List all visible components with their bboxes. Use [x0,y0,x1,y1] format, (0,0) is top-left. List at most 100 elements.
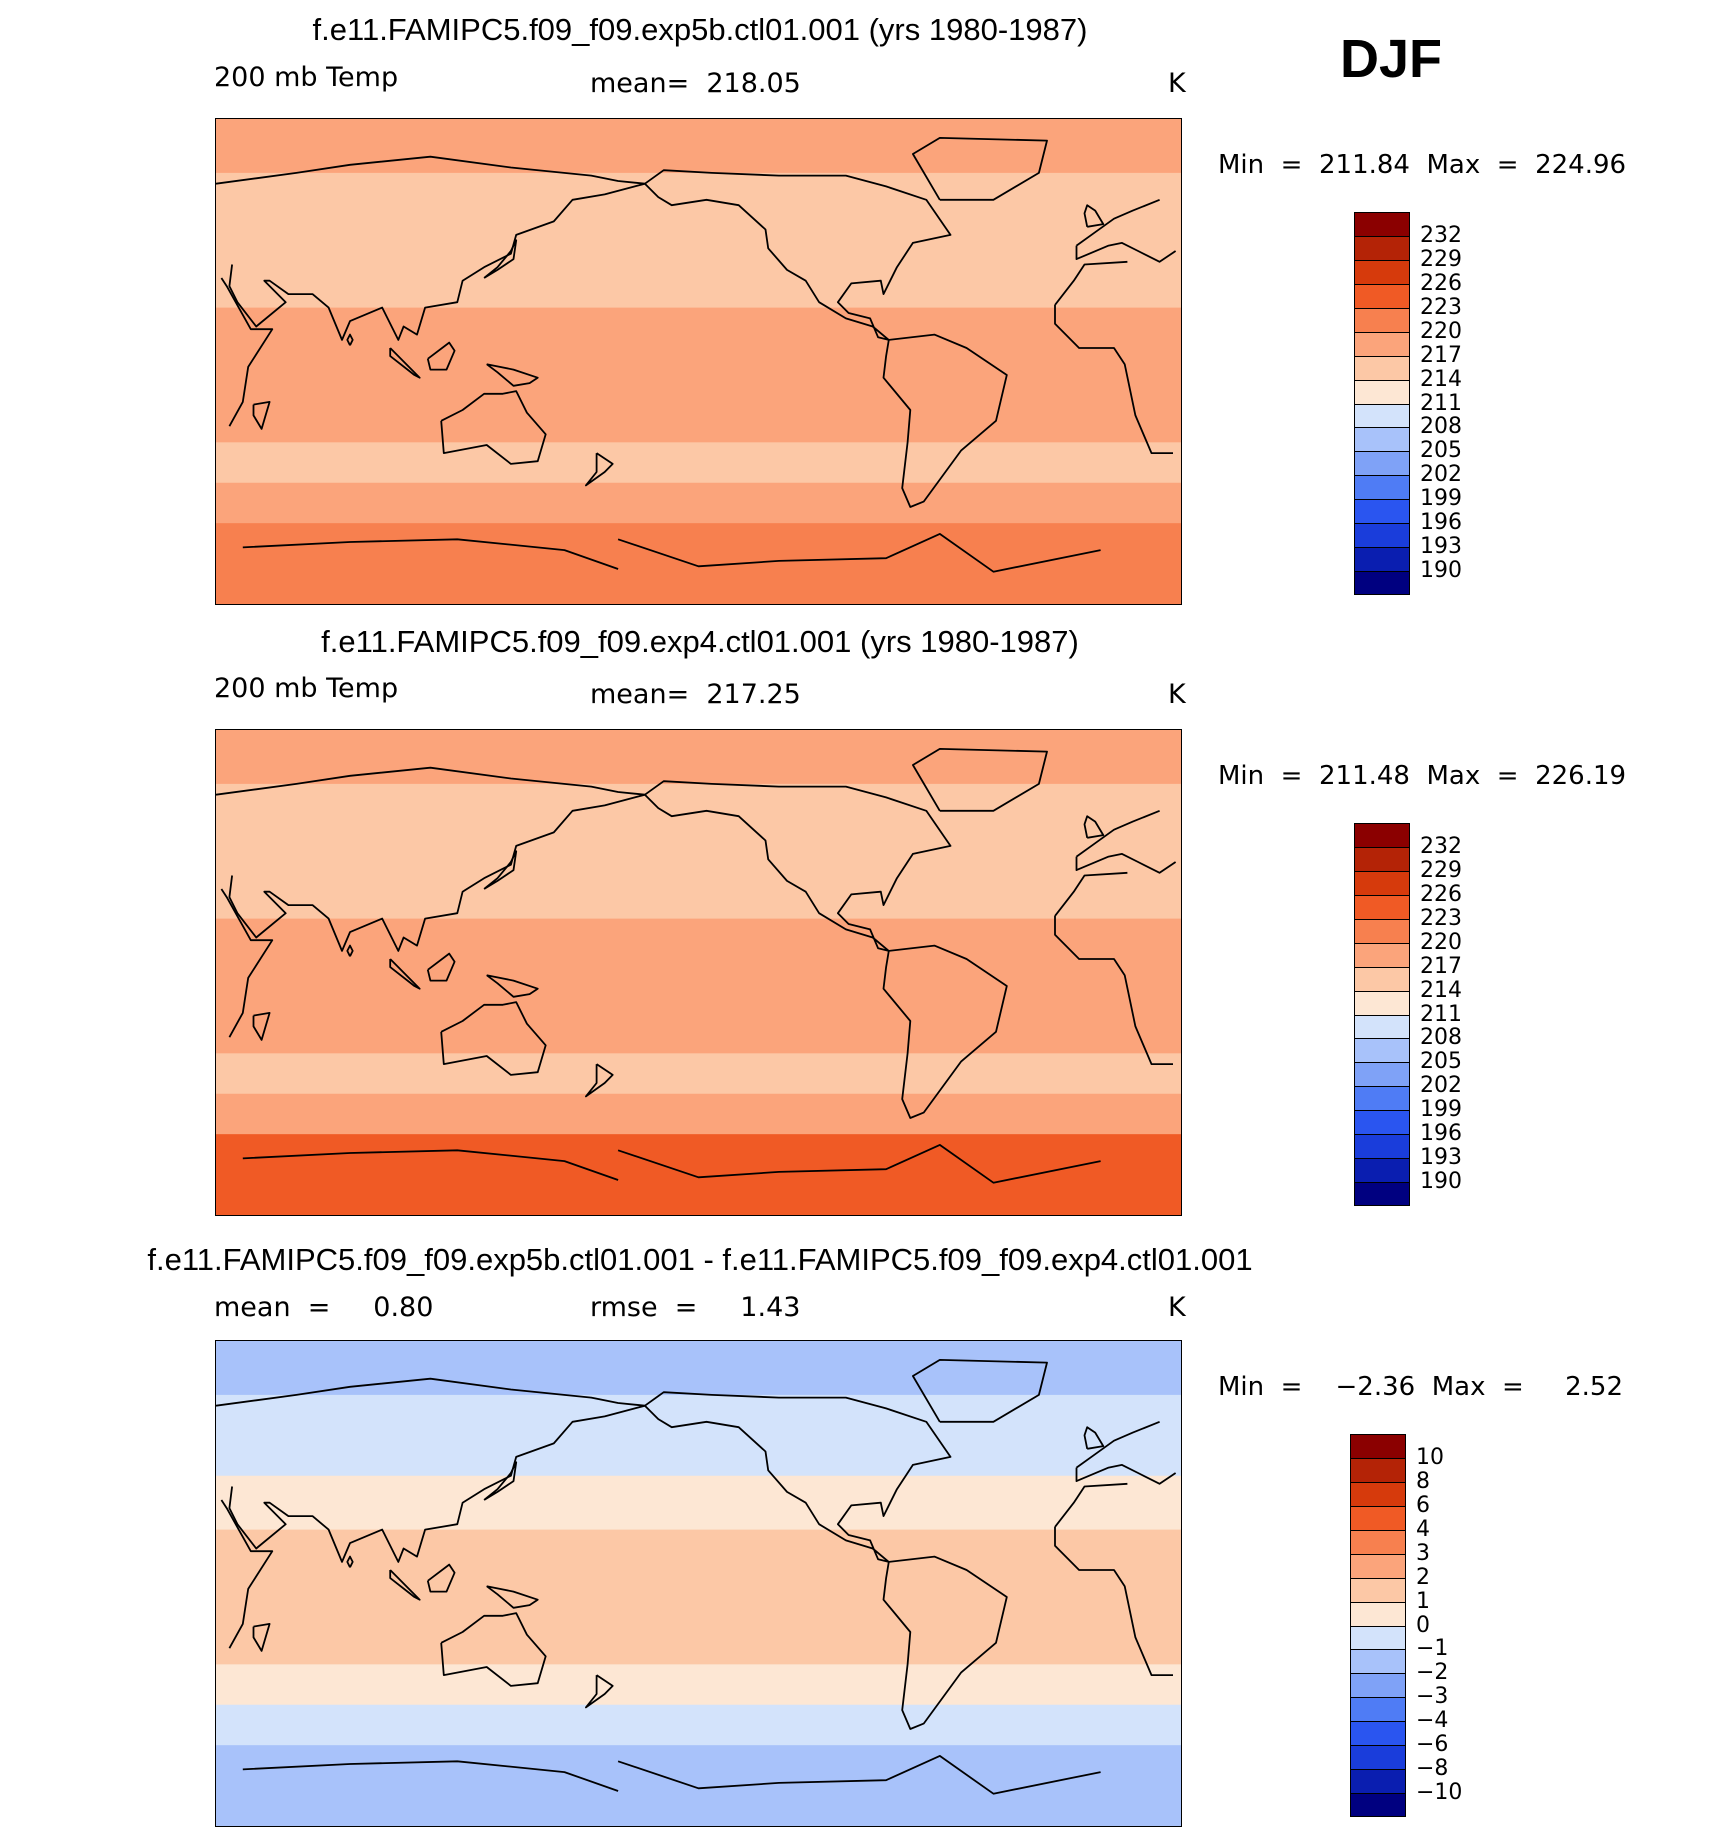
panel-3-rmse-label: rmse = 1.43 [590,1292,801,1323]
coastline-2 [216,1377,1177,1563]
colorbar-swatch [1354,942,1410,967]
coastline-12 [912,1359,1048,1423]
panel-1-units-label: K [1168,68,1186,99]
colorbar-swatch [1354,259,1410,284]
colorbar-swatch [1354,1038,1410,1063]
colorbar-tick-label: 232 [1420,222,1462,248]
colorbar-swatch [1354,331,1410,356]
field-band-40N-20N [216,864,1181,920]
coastline-11 [644,169,952,341]
coastline-13 [882,333,1008,508]
colorbar-swatch [1354,870,1410,895]
panel-1-title: f.e11.FAMIPC5.f09_f09.exp5b.ctl01.001 (y… [312,12,1088,47]
field-band-30S-45S [216,1053,1181,1095]
colorbar-swatch [1354,894,1410,919]
colorbar-swatch [1350,1481,1406,1506]
coastline-10 [585,1674,614,1709]
colorbar-tick-label: 196 [1420,510,1462,536]
panel-1-minmax: Min = 211.84 Max = 224.96 [1218,150,1627,180]
colorbar-swatch [1350,1721,1406,1746]
panel-3-map [215,1340,1182,1827]
coastline-5 [346,944,354,957]
colorbar-swatch [1350,1529,1406,1554]
colorbar-swatch [1354,1158,1410,1183]
panel-3-mean-label: mean = 0.80 [214,1292,434,1323]
colorbar-tick-label: 193 [1420,534,1462,560]
colorbar-tick-label: 223 [1420,294,1462,320]
coastline-4 [1083,1426,1105,1450]
colorbar-tick-label: 211 [1420,390,1462,416]
field-band-70N-40N [216,172,1181,255]
colorbar-swatch [1354,1182,1410,1206]
colorbar-swatch [1354,547,1410,572]
panel-2-title: f.e11.FAMIPC5.f09_f09.exp4.ctl01.001 (yr… [321,624,1079,659]
colorbar-tick-label: 226 [1420,881,1462,907]
field-map-svg [216,1341,1181,1826]
coastline-4 [1083,815,1105,839]
colorbar-tick-label: 229 [1420,857,1462,883]
coastline-0 [220,871,1173,1065]
colorbar-swatch [1354,571,1410,595]
colorbar-tick-label: 202 [1420,1073,1462,1099]
colorbar-tick-label: 214 [1420,366,1462,392]
colorbar-swatch [1354,235,1410,260]
colorbar-tick-label: −4 [1416,1708,1449,1734]
colorbar-tick-label: 0 [1416,1612,1430,1638]
colorbar-swatch [1354,966,1410,991]
field-band-40N-20N [216,1475,1181,1531]
colorbar-swatch [1354,475,1410,500]
field-band-60S-90S [216,1134,1181,1215]
colorbar-swatch [1350,1793,1406,1817]
field-band-90N-70N [216,119,1181,174]
colorbar-swatch [1354,451,1410,476]
panel-2-mean-label: mean= 217.25 [590,679,801,710]
colorbar-swatch [1354,1134,1410,1159]
colorbar-swatch [1350,1649,1406,1674]
colorbar-swatch [1350,1577,1406,1602]
colorbar-swatch [1354,403,1410,428]
field-map-svg [216,730,1181,1215]
colorbar-swatch [1354,427,1410,452]
colorbar-tick-label: 190 [1420,1169,1462,1195]
colorbar-swatch [1350,1697,1406,1722]
colorbar-tick-label: 202 [1420,462,1462,488]
colorbar-swatch [1350,1625,1406,1650]
panel-2-colorbar: 232 229 226 223 220 217 214 211 208 205 202 199 196 1… [1354,823,1494,1206]
colorbar-tick-label: 223 [1420,905,1462,931]
colorbar-tick-label: 199 [1420,1097,1462,1123]
coastline-6 [426,1563,456,1593]
field-band-90N-70N [216,1341,1181,1396]
coastline-2 [216,766,1177,952]
coastline-0 [220,260,1173,454]
coastline-4 [1083,204,1105,228]
panel-2-minmax: Min = 211.48 Max = 226.19 [1218,761,1627,791]
coastline-3 [483,850,518,890]
panel-2-units-label: K [1168,679,1186,710]
colorbar-tick-label: 220 [1420,318,1462,344]
colorbar-swatch [1350,1769,1406,1794]
colorbar-swatch [1350,1553,1406,1578]
colorbar-tick-label: 232 [1420,833,1462,859]
field-band-30S-45S [216,442,1181,484]
colorbar-swatch [1354,379,1410,404]
colorbar-swatch [1354,283,1410,308]
colorbar-tick-label: −10 [1416,1780,1463,1806]
colorbar-tick-label: 8 [1416,1468,1430,1494]
field-band-70N-40N [216,1394,1181,1477]
coastline-8 [486,974,539,998]
panel-1-map [215,118,1182,605]
coastline-11 [644,780,952,952]
field-map-svg [216,119,1181,604]
coastline-11 [644,1391,952,1563]
coastline-0 [220,1482,1173,1676]
coastline-7 [389,347,421,379]
panel-1-variable-label: 200 mb Temp [214,62,399,93]
season-label: DJF [1340,29,1443,89]
coastline-8 [486,1585,539,1609]
coastline-5 [346,333,354,346]
colorbar-tick-label: 190 [1420,558,1462,584]
field-band-20N-30S [216,1529,1181,1665]
coastline-7 [389,958,421,990]
colorbar-tick-label: 193 [1420,1145,1462,1171]
coastline-6 [426,341,456,371]
